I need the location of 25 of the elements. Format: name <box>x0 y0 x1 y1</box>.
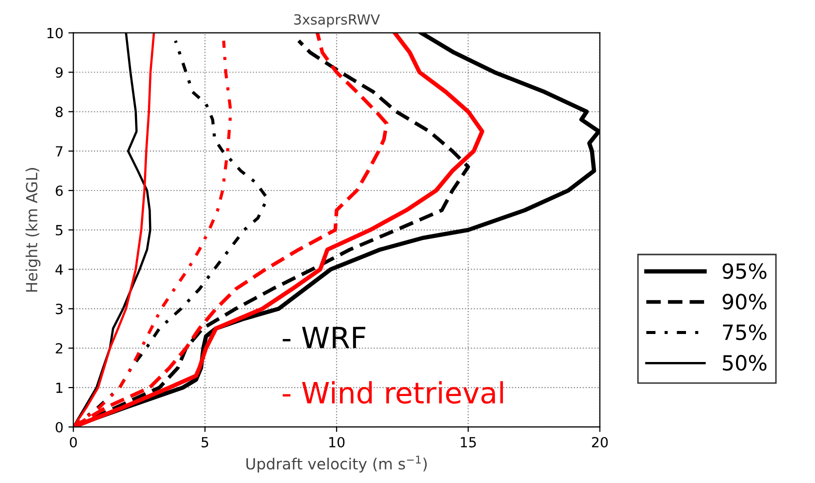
y-tick-label: 5 <box>56 225 62 236</box>
annotation: - Wind retrieval <box>282 381 503 404</box>
x-tick-label: 20 <box>592 436 608 448</box>
legend-label: 90% <box>722 294 766 310</box>
x-axis-title: Updraft velocity (m s$^{−1}$) <box>246 456 427 473</box>
annotation: - WRF <box>282 326 366 348</box>
y-tick-label: 4 <box>55 264 63 275</box>
x-tick-label: 0 <box>70 436 77 448</box>
legend-label: 50% <box>722 354 766 371</box>
y-tick-label: 2 <box>56 343 62 354</box>
y-tick-label: 9 <box>56 67 63 78</box>
x-tick-label: 5 <box>202 437 208 448</box>
y-tick-label: 8 <box>56 106 63 118</box>
y-tick-label: 3 <box>56 304 63 314</box>
x-tick-label: 15 <box>460 437 476 448</box>
y-tick-label: 7 <box>56 146 62 156</box>
y-tick-label: 6 <box>56 185 63 196</box>
x-tick-label: 10 <box>329 436 345 448</box>
legend-label: 75% <box>723 324 766 340</box>
legend-label: 95% <box>722 263 766 279</box>
chart-title: 3xsaprsRWV <box>294 14 380 28</box>
y-axis-title: Height (km AGL) <box>26 168 40 292</box>
y-tick-label: 1 <box>56 382 62 393</box>
y-tick-label: 10 <box>47 28 63 38</box>
y-tick-label: 0 <box>56 422 63 432</box>
